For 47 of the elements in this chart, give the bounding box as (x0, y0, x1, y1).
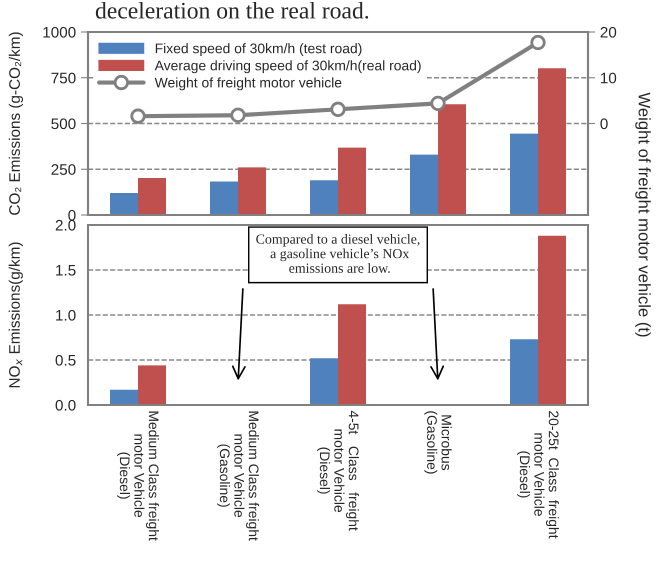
y2-tick-label: 0 (600, 118, 608, 130)
x-tick-label: Medium Class freight motor Vehicle (Diesel) (117, 412, 159, 541)
x-tick-label: 4-5t Class freight motor Vehicle (Diesel) (317, 410, 359, 531)
y-tick-label: 1.5 (56, 265, 76, 276)
chart-title: deceleration on the real road. (96, 2, 368, 19)
point (330, 102, 346, 117)
y-tick-label: 750 (51, 72, 76, 84)
bar (110, 390, 138, 405)
bar (138, 365, 166, 405)
legend-label: Weight of freight motor vehicle (154, 77, 342, 90)
bar (210, 182, 238, 215)
bar (410, 154, 438, 215)
y-tick-label: 2.0 (56, 220, 76, 231)
legend-label: Fixed speed of 30km/h (test road) (156, 43, 362, 56)
y-tick-label: 1000 (43, 26, 76, 38)
y2-tick-label: 10 (600, 72, 616, 84)
x-tick-label: Microbus (Gasoline) (424, 411, 452, 474)
bar (338, 148, 366, 215)
y-tick-label: 0.0 (56, 400, 76, 411)
x-tick-label: 20-25t Class freight motor Vehicle (Diesel) (517, 411, 559, 538)
bar (538, 236, 566, 405)
y-tick-label: 500 (51, 118, 76, 130)
bar (338, 304, 366, 405)
bar (310, 358, 338, 405)
point (430, 96, 446, 112)
bar (510, 339, 538, 405)
y-tick-label: 0 (68, 210, 76, 221)
bar (138, 178, 166, 215)
legend-label: Average driving speed of 30km/h(real road) (154, 60, 421, 74)
point (230, 108, 246, 123)
bar (110, 193, 138, 215)
annotation: Compared to a diesel vehicle, a gasoline vehicle’s NOx emissions are low. (256, 234, 420, 273)
y-tick-label: 1.0 (56, 310, 76, 321)
bar (438, 104, 466, 215)
bar (238, 167, 266, 215)
y2-tick-label: 20 (600, 26, 616, 38)
y2-axis-title: Weight of freight motor vehicle (t) (635, 92, 651, 337)
bar (310, 180, 338, 215)
y-tick-label: 250 (51, 164, 76, 175)
point (530, 34, 546, 50)
point (130, 108, 146, 124)
bar (538, 68, 566, 215)
y-tick-label: 0.5 (56, 354, 76, 366)
x-tick-label: Medium Class freight motor Vehicle (Gasoline) (217, 412, 259, 541)
y-axis-title: CO₂ Emissions (g-CO₂/km) (8, 32, 23, 215)
bar (510, 134, 538, 215)
y-axis-title: NO$_{x}$ Emissions(g/km) (8, 242, 23, 388)
